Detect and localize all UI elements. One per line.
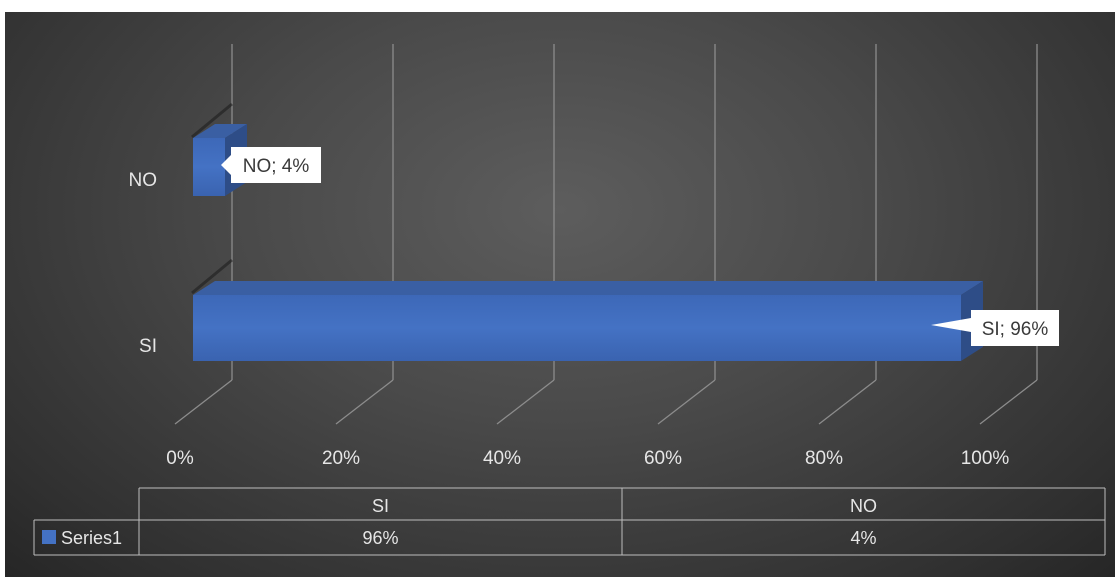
floor-line xyxy=(979,379,1038,425)
x-tick-label: 60% xyxy=(644,448,682,469)
floor-line xyxy=(496,379,555,425)
data-label-text: SI; 96% xyxy=(982,319,1049,340)
callout-pointer xyxy=(221,155,231,175)
legend-series-name: Series1 xyxy=(61,528,122,548)
table-value-cell: 96% xyxy=(362,528,398,548)
legend-swatch xyxy=(42,530,56,544)
bar-chart: SI NO 0% 20% 40% 60% 80% 100% SI; 96% NO; 4% SI… xyxy=(33,44,1106,556)
axis-floor xyxy=(174,102,1038,425)
floor-line xyxy=(174,379,233,425)
bar xyxy=(193,295,961,361)
x-tick-labels: 0% 20% 40% 60% 80% 100% xyxy=(166,448,1009,469)
category-label: SI xyxy=(139,336,157,357)
bar xyxy=(193,138,225,196)
wall-edge xyxy=(191,258,233,295)
x-tick-label: 20% xyxy=(322,448,360,469)
data-label: NO; 4% xyxy=(221,147,321,183)
floor-line xyxy=(335,379,394,425)
x-tick-label: 100% xyxy=(961,448,1010,469)
floor-line xyxy=(818,379,877,425)
data-table: SI NO Series1 96% 4% xyxy=(33,487,1106,556)
table-header-cell: NO xyxy=(850,496,877,516)
x-tick-label: 40% xyxy=(483,448,521,469)
callout-box xyxy=(971,310,1059,346)
data-label: SI; 96% xyxy=(931,310,1059,346)
data-label-text: NO; 4% xyxy=(243,156,310,177)
data-labels: SI; 96% NO; 4% xyxy=(221,147,1059,346)
floor-line xyxy=(657,379,716,425)
table-value-cell: 4% xyxy=(850,528,876,548)
category-label: NO xyxy=(129,170,158,191)
callout-box xyxy=(231,147,321,183)
bar-top-face xyxy=(193,281,983,295)
callout-pointer xyxy=(931,318,971,332)
x-tick-label: 80% xyxy=(805,448,843,469)
chart-area: SI NO 0% 20% 40% 60% 80% 100% SI; 96% NO; 4% SI… xyxy=(5,12,1115,577)
x-tick-label: 0% xyxy=(166,448,194,469)
table-header-cell: SI xyxy=(372,496,389,516)
wall-edge xyxy=(191,102,233,139)
bar-top-face xyxy=(193,124,247,138)
category-labels: SI NO xyxy=(129,170,158,357)
